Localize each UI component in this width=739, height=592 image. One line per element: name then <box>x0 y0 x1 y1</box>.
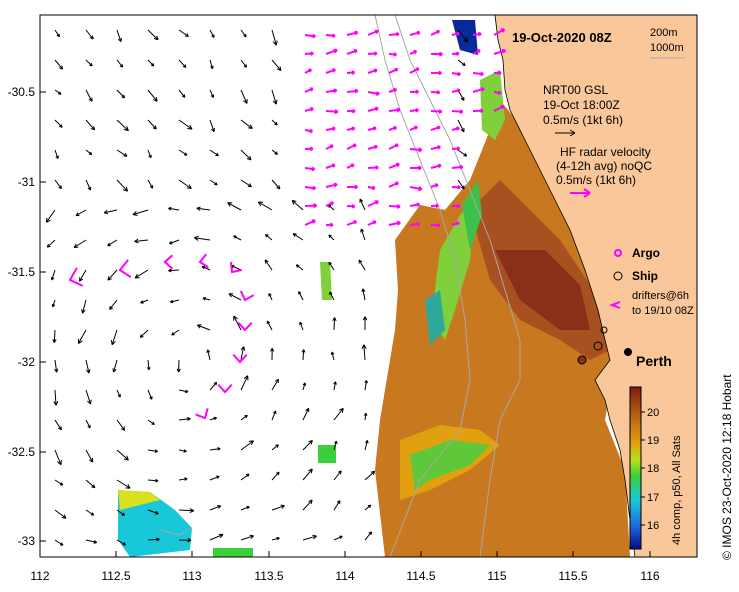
colorbar-label: 4h comp, p50, All Sats <box>671 435 683 545</box>
x-tick-label: 113 <box>182 569 201 583</box>
colorbar-tick-label: 19 <box>647 435 659 447</box>
y-axis: -30.5 -31 -31.5 -32 -32.5 -33 <box>8 85 46 548</box>
x-tick-label: 113.5 <box>254 569 283 583</box>
y-tick-label: -31 <box>18 175 36 189</box>
colorbar-tick-label: 18 <box>647 463 659 475</box>
gsl-legend-line3: 0.5m/s (1kt 6h) <box>543 113 623 127</box>
sst-colorbar: 20 19 18 17 16 4h comp, p50, All Sats <box>629 386 683 550</box>
hf-legend-line3: 0.5m/s (1kt 6h) <box>556 173 636 187</box>
y-tick-label: -32 <box>18 355 36 369</box>
y-tick-label: -31.5 <box>8 265 36 279</box>
gsl-legend-line1: NRT00 GSL <box>543 83 608 97</box>
plot-frame <box>39 14 698 558</box>
gsl-legend: NRT00 GSL 19-Oct 18:00Z 0.5m/s (1kt 6h) <box>543 83 623 137</box>
x-tick-label: 112 <box>30 569 49 583</box>
land-mass <box>494 15 697 557</box>
perth-label: Perth <box>636 353 672 369</box>
x-tick-label: 114.5 <box>406 569 435 583</box>
gsl-velocity-arrows <box>45 29 469 546</box>
perth-marker <box>624 348 632 356</box>
hf-legend-line1: HF radar velocity <box>560 145 651 159</box>
ship-label: Ship <box>632 269 658 283</box>
depth-200m-label: 200m <box>650 27 678 39</box>
x-tick-label: 115 <box>487 569 506 583</box>
x-tick-label: 114 <box>335 569 354 583</box>
colorbar-tick-label: 20 <box>647 407 659 419</box>
x-axis: 112 112.5 113 113.5 114 114.5 115 115.5 116 <box>30 551 660 583</box>
depth-legend: 200m 1000m <box>650 27 685 59</box>
depth-1000m-label: 1000m <box>650 42 684 54</box>
x-tick-label: 112.5 <box>101 569 130 583</box>
ship-marker <box>600 326 608 334</box>
hf-radar-legend: HF radar velocity (4-12h avg) noQC 0.5m/… <box>556 145 652 198</box>
drifters-line1: drifters@6h <box>632 290 689 302</box>
map-title: 19-Oct-2020 08Z <box>512 30 612 45</box>
colorbar-tick-label: 17 <box>647 492 659 504</box>
depth-contours <box>159 15 521 557</box>
gsl-legend-line2: 19-Oct 18:00Z <box>543 98 620 112</box>
ship-marker <box>577 355 587 365</box>
argo-label: Argo <box>632 246 660 260</box>
y-tick-label: -32.5 <box>8 445 36 459</box>
marker-legend: Argo Ship drifters@6h to 19/10 08Z <box>609 246 694 317</box>
x-tick-label: 115.5 <box>558 569 587 583</box>
colorbar-tick-label: 16 <box>647 520 659 532</box>
drifters-line2: to 19/10 08Z <box>632 305 694 317</box>
hf-legend-line2: (4-12h avg) noQC <box>556 159 652 173</box>
ship-marker <box>593 341 603 351</box>
credit-text: © IMOS 23-Oct-2020 12:18 Hobart <box>720 374 734 560</box>
y-tick-label: -33 <box>18 534 36 548</box>
x-tick-label: 116 <box>640 569 659 583</box>
hf-radar-arrows <box>68 28 507 420</box>
y-tick-label: -30.5 <box>8 85 36 99</box>
